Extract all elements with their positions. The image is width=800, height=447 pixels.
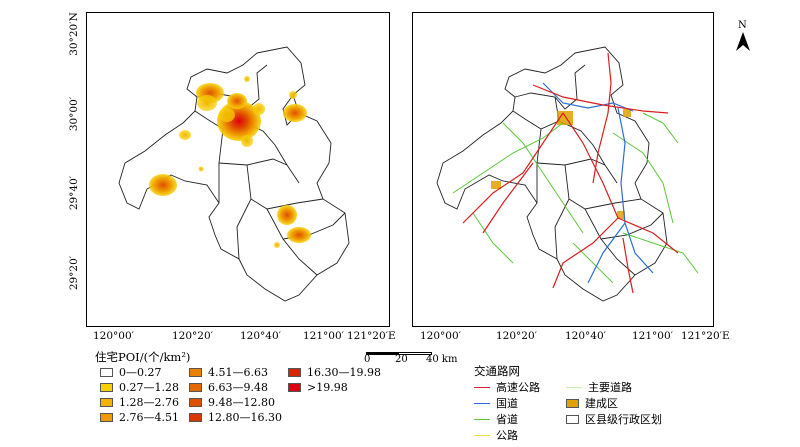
poi-legend-item: 12.80—16.30: [189, 411, 282, 424]
poi-density-map: [86, 12, 390, 327]
north-arrow: N: [735, 20, 751, 54]
admin-boundaries: [436, 46, 668, 302]
poi-legend-item: 2.76—4.51: [100, 411, 179, 424]
transport-network-map: [412, 12, 714, 327]
poi-hotspots: [149, 76, 311, 248]
admin-boundaries: [118, 46, 350, 302]
lon-label: 120°20′: [172, 330, 214, 342]
lon-label: 121°00′: [632, 330, 674, 342]
poi-legend-item: >19.98: [288, 381, 348, 394]
transport-legend-item: 高速公路: [474, 379, 540, 395]
scale-bar: 0 20 40 km: [362, 342, 457, 368]
expressways: [462, 52, 679, 294]
lat-label: 29°20′: [68, 255, 80, 291]
transport-network-svg: [436, 46, 699, 302]
poi-legend-item: 9.48—12.80: [189, 396, 275, 409]
lon-label: 120°00′: [420, 330, 462, 342]
transport-legend-title: 交通路网: [474, 364, 520, 378]
lat-label: 30°20′N: [68, 12, 80, 56]
poi-legend-item: 16.30—19.98: [288, 366, 381, 379]
lat-label: 29°40′: [68, 175, 80, 211]
provincial-roads: [452, 112, 699, 284]
poi-legend-item: 6.63—9.48: [189, 381, 268, 394]
north-arrow-icon: [736, 32, 750, 51]
scale-label: 20: [395, 354, 408, 365]
lon-label: 120°40′: [240, 330, 282, 342]
poi-density-svg: [118, 46, 350, 302]
lon-label: 121°20′E: [681, 330, 730, 342]
transport-legend-item: 建成区: [566, 395, 618, 411]
transport-legend-item: 国道: [474, 395, 518, 411]
transport-legend-item: 省道: [474, 411, 518, 427]
poi-legend-item: 0.27—1.28: [100, 381, 179, 394]
north-label: N: [738, 20, 747, 31]
lon-label: 121°20′E: [347, 330, 396, 342]
lon-label: 120°40′: [565, 330, 607, 342]
poi-legend-title: 住宅POI/(个/km²): [95, 350, 191, 364]
poi-legend-item: 4.51—6.63: [189, 366, 268, 379]
poi-legend-item: 0—0.27: [100, 366, 162, 379]
transport-legend-item: 主要道路: [566, 379, 632, 395]
lon-label: 121°00′: [303, 330, 345, 342]
lat-label: 30°00′: [68, 96, 80, 132]
built-up-areas: [491, 109, 631, 219]
transport-legend-item: 区县级行政区划: [566, 411, 662, 427]
scale-label: 0: [364, 354, 371, 365]
poi-legend-item: 1.28—2.76: [100, 396, 179, 409]
transport-legend-item: 公路: [474, 427, 518, 443]
scale-label: 40 km: [426, 354, 458, 365]
national-roads: [542, 82, 654, 284]
lon-label: 120°20′: [496, 330, 538, 342]
lon-label: 120°00′: [93, 330, 135, 342]
